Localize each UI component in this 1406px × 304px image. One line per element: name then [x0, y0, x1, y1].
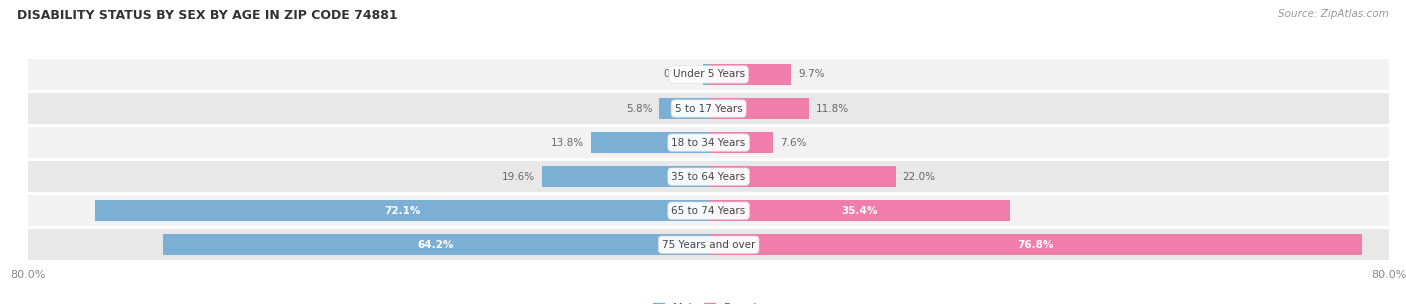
- Text: 65 to 74 Years: 65 to 74 Years: [672, 206, 745, 216]
- Bar: [541, 166, 709, 187]
- Text: Source: ZipAtlas.com: Source: ZipAtlas.com: [1278, 9, 1389, 19]
- Text: 5.8%: 5.8%: [626, 104, 652, 113]
- Text: 35 to 64 Years: 35 to 64 Years: [672, 172, 745, 181]
- Bar: [709, 98, 808, 119]
- Bar: [709, 64, 792, 85]
- Bar: [709, 132, 773, 153]
- Text: 72.1%: 72.1%: [384, 206, 420, 216]
- Text: 0.68%: 0.68%: [664, 70, 696, 79]
- Text: 76.8%: 76.8%: [1017, 240, 1053, 250]
- Bar: [592, 132, 709, 153]
- Bar: [28, 195, 1389, 226]
- Text: Under 5 Years: Under 5 Years: [672, 70, 745, 79]
- Text: DISABILITY STATUS BY SEX BY AGE IN ZIP CODE 74881: DISABILITY STATUS BY SEX BY AGE IN ZIP C…: [17, 9, 398, 22]
- Bar: [659, 98, 709, 119]
- Bar: [28, 93, 1389, 124]
- Text: 35.4%: 35.4%: [841, 206, 877, 216]
- Text: 64.2%: 64.2%: [418, 240, 454, 250]
- Bar: [28, 229, 1389, 261]
- Text: 5 to 17 Years: 5 to 17 Years: [675, 104, 742, 113]
- Bar: [28, 59, 1389, 90]
- Text: 11.8%: 11.8%: [815, 104, 849, 113]
- Bar: [28, 161, 1389, 192]
- Text: 75 Years and over: 75 Years and over: [662, 240, 755, 250]
- Text: 18 to 34 Years: 18 to 34 Years: [672, 138, 745, 147]
- Bar: [28, 127, 1389, 158]
- Bar: [163, 234, 709, 255]
- Text: 9.7%: 9.7%: [799, 70, 824, 79]
- Bar: [709, 234, 1362, 255]
- Bar: [709, 166, 896, 187]
- Bar: [703, 64, 709, 85]
- Bar: [96, 200, 709, 221]
- Bar: [709, 200, 1010, 221]
- Text: 13.8%: 13.8%: [551, 138, 585, 147]
- Text: 7.6%: 7.6%: [780, 138, 807, 147]
- Text: 22.0%: 22.0%: [903, 172, 935, 181]
- Legend: Male, Female: Male, Female: [648, 299, 769, 304]
- Text: 19.6%: 19.6%: [502, 172, 536, 181]
